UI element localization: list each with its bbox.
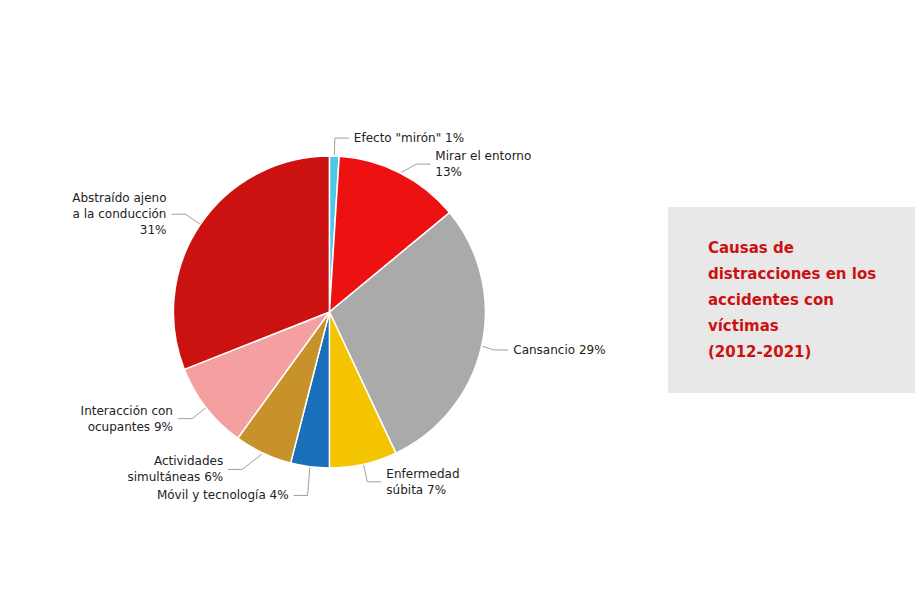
- svg-text:ocupantes 9%: ocupantes 9%: [88, 420, 173, 434]
- svg-text:Cansancio 29%: Cansancio 29%: [513, 343, 605, 357]
- svg-text:Móvil y tecnología 4%: Móvil y tecnología 4%: [157, 488, 289, 502]
- svg-text:accidentes con: accidentes con: [708, 291, 834, 309]
- svg-text:Actividades: Actividades: [154, 454, 223, 468]
- svg-text:súbita 7%: súbita 7%: [386, 483, 446, 497]
- svg-text:a la conducción: a la conducción: [73, 207, 167, 221]
- svg-text:13%: 13%: [435, 165, 462, 179]
- svg-text:Enfermedad: Enfermedad: [386, 467, 459, 481]
- svg-text:simultáneas 6%: simultáneas 6%: [127, 470, 223, 484]
- svg-text:Causas de: Causas de: [708, 239, 794, 257]
- svg-text:Abstraído ajeno: Abstraído ajeno: [72, 191, 166, 205]
- svg-text:Interacción con: Interacción con: [81, 404, 173, 418]
- svg-text:Efecto "mirón" 1%: Efecto "mirón" 1%: [354, 131, 464, 145]
- svg-text:31%: 31%: [140, 223, 167, 237]
- svg-text:distracciones en los: distracciones en los: [708, 265, 876, 283]
- svg-text:Mirar el entorno: Mirar el entorno: [435, 149, 531, 163]
- svg-text:(2012-2021): (2012-2021): [708, 343, 811, 361]
- svg-text:víctimas: víctimas: [708, 317, 779, 335]
